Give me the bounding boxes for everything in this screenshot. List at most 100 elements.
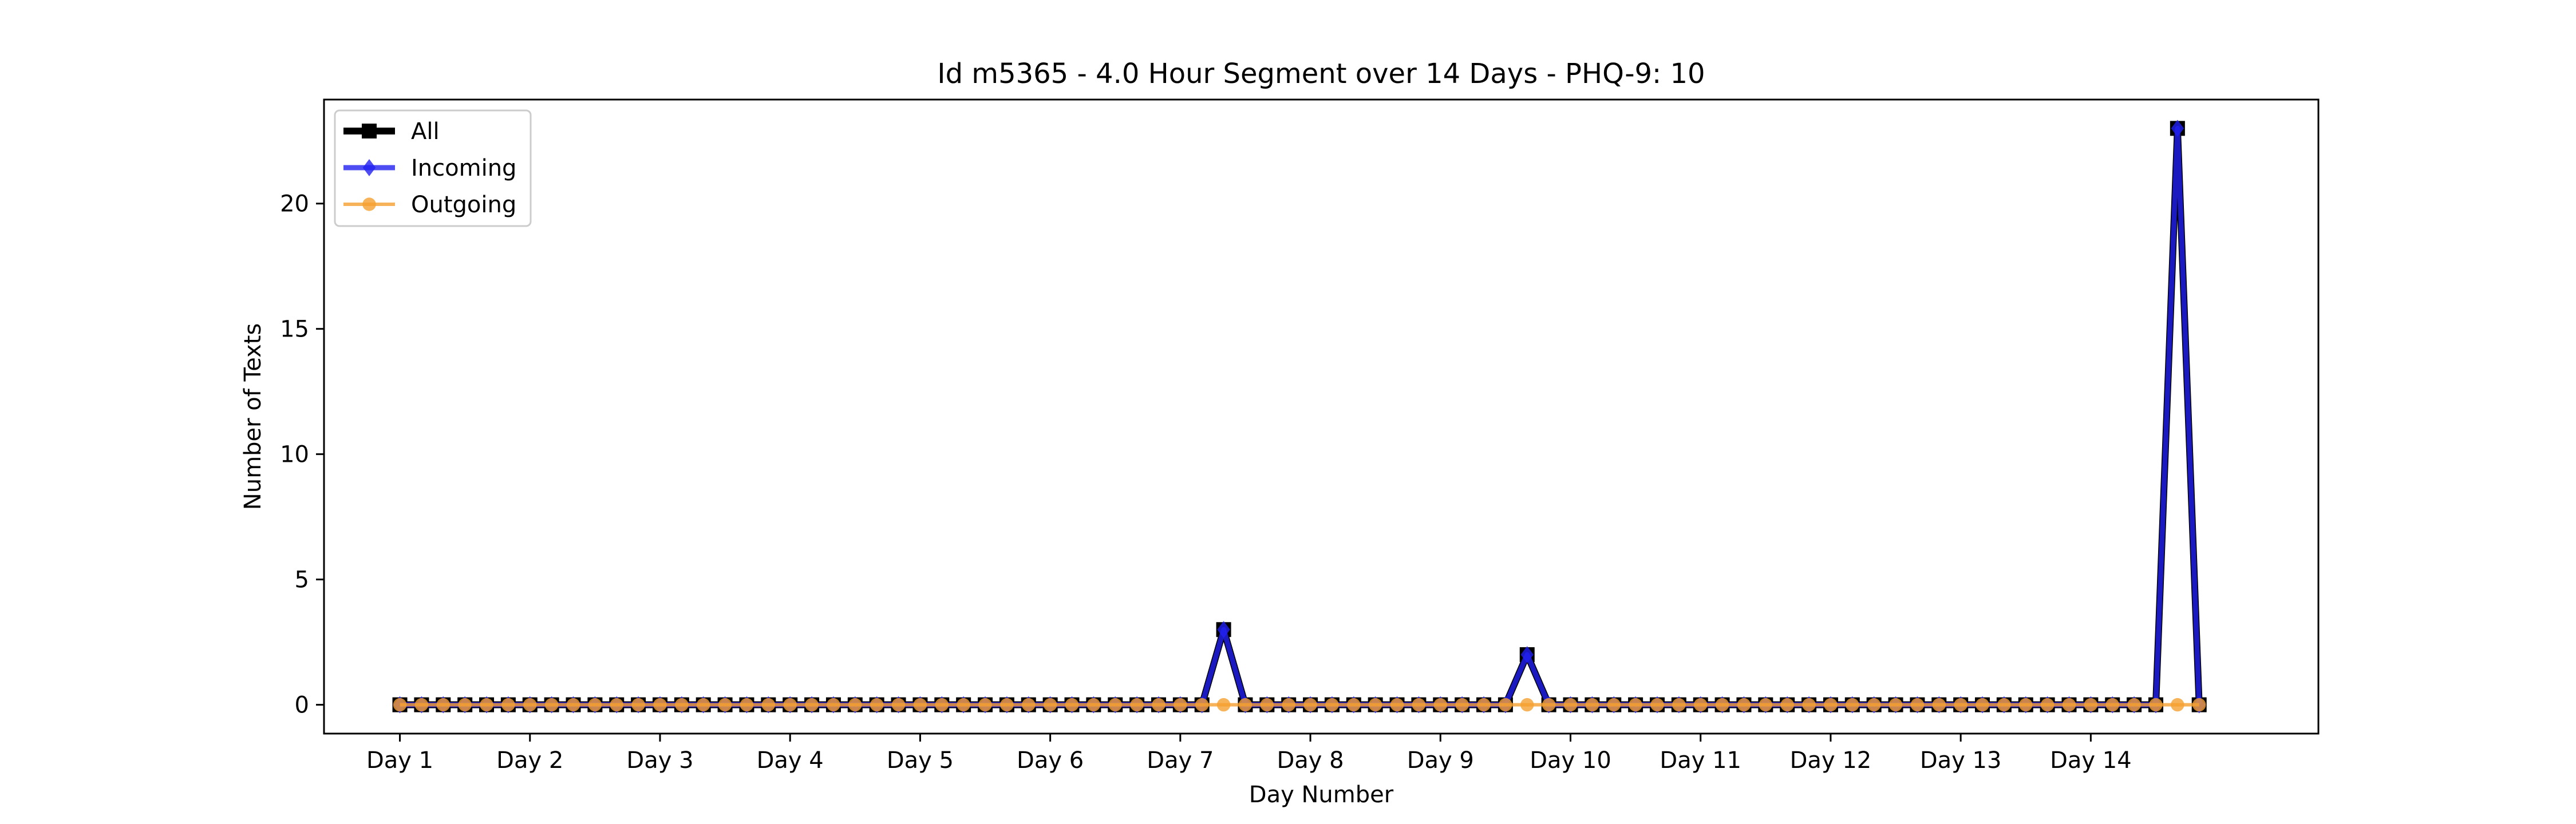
legend-all-label: All <box>411 118 440 145</box>
x-tick-label: Day 10 <box>1530 747 1611 774</box>
outgoing-point <box>1433 698 1447 712</box>
outgoing-point <box>458 698 472 712</box>
outgoing-point <box>978 698 992 712</box>
outgoing-point <box>2171 698 2184 712</box>
outgoing-point <box>2149 698 2163 712</box>
x-tick-label: Day 8 <box>1277 747 1344 774</box>
outgoing-point <box>2127 698 2141 712</box>
series-layer <box>392 120 2207 714</box>
outgoing-point <box>1108 698 1122 712</box>
outgoing-point <box>1043 698 1057 712</box>
x-tick-label: Day 5 <box>887 747 954 774</box>
outgoing-point <box>1997 698 2011 712</box>
outgoing-point <box>1563 698 1578 712</box>
x-tick-label: Day 11 <box>1660 747 1741 774</box>
outgoing-point <box>1325 698 1339 712</box>
outgoing-point <box>2192 698 2206 712</box>
legend-all-marker <box>362 124 377 138</box>
outgoing-point <box>2062 698 2076 712</box>
outgoing-point <box>2040 698 2055 712</box>
incoming-point <box>1520 646 1534 663</box>
outgoing-point <box>1390 698 1404 712</box>
outgoing-point <box>891 698 906 712</box>
x-tick-label: Day 14 <box>2050 747 2132 774</box>
outgoing-point <box>1802 698 1816 712</box>
outgoing-point <box>1303 698 1317 712</box>
incoming-point <box>1217 621 1230 639</box>
outgoing-point <box>610 698 623 712</box>
outgoing-point <box>2019 698 2033 712</box>
outgoing-point <box>1455 698 1469 712</box>
outgoing-point <box>1650 698 1664 712</box>
legend-incoming-label: Incoming <box>411 155 516 181</box>
outgoing-point <box>1759 698 1773 712</box>
outgoing-point <box>2105 698 2119 712</box>
outgoing-point <box>1694 698 1708 712</box>
outgoing-point <box>1932 698 1946 712</box>
x-tick-label: Day 7 <box>1147 747 1214 774</box>
outgoing-point <box>1347 698 1361 712</box>
outgoing-point <box>2084 698 2098 712</box>
plot-frame <box>323 98 2320 735</box>
outgoing-point <box>870 698 884 712</box>
outgoing-point <box>1022 698 1036 712</box>
outgoing-point <box>1715 698 1729 712</box>
outgoing-point <box>1282 698 1295 712</box>
outgoing-point <box>1238 698 1253 712</box>
outgoing-point <box>544 698 559 712</box>
y-tick-label: 5 <box>295 567 309 593</box>
x-tick-label: Day 12 <box>1790 747 1872 774</box>
outgoing-point <box>501 698 515 712</box>
outgoing-point <box>588 698 602 712</box>
outgoing-point <box>1368 698 1382 712</box>
outgoing-point <box>1174 698 1187 712</box>
outgoing-point <box>1737 698 1751 712</box>
outgoing-point <box>1585 698 1599 712</box>
outgoing-point <box>935 698 949 712</box>
outgoing-point <box>1607 698 1621 712</box>
outgoing-point <box>1412 698 1426 712</box>
outgoing-point <box>1867 698 1881 712</box>
x-tick-label: Day 1 <box>366 747 433 774</box>
outgoing-point <box>1000 698 1014 712</box>
outgoing-point <box>1152 698 1165 712</box>
outgoing-point <box>675 698 689 712</box>
outgoing-point <box>1888 698 1903 712</box>
outgoing-point <box>913 698 927 712</box>
chart-title: Id m5365 - 4.0 Hour Segment over 14 Days… <box>937 58 1705 90</box>
x-tick-label: Day 4 <box>757 747 824 774</box>
legend-incoming-marker <box>362 159 376 176</box>
outgoing-point <box>1846 698 1859 712</box>
x-tick-label: Day 3 <box>626 747 693 774</box>
outgoing-point <box>1499 698 1512 712</box>
legend-outgoing-label: Outgoing <box>411 192 516 218</box>
outgoing-point <box>1542 698 1556 712</box>
legend-box <box>334 109 532 227</box>
outgoing-point <box>1954 698 1967 712</box>
outgoing-point <box>1976 698 1989 712</box>
x-axis-label: Day Number <box>1249 782 1394 808</box>
outgoing-point <box>697 698 710 712</box>
y-tick-label: 10 <box>280 442 309 468</box>
outgoing-point <box>718 698 732 712</box>
outgoing-point <box>1477 698 1491 712</box>
outgoing-point <box>740 698 754 712</box>
outgoing-point <box>957 698 970 712</box>
outgoing-point <box>1130 698 1144 712</box>
y-tick-label: 0 <box>295 692 309 719</box>
outgoing-point <box>1216 698 1231 712</box>
outgoing-point <box>1672 698 1686 712</box>
x-tick-label: Day 6 <box>1017 747 1084 774</box>
outgoing-point <box>805 698 819 712</box>
outgoing-series <box>393 698 2206 712</box>
y-tick-label: 20 <box>280 191 309 217</box>
outgoing-point <box>436 698 450 712</box>
outgoing-point <box>1086 698 1101 712</box>
x-tick-label: Day 2 <box>496 747 563 774</box>
outgoing-point <box>393 698 407 712</box>
outgoing-point <box>653 698 667 712</box>
legend: All Incoming Outgoing <box>334 109 532 227</box>
outgoing-point <box>1629 698 1642 712</box>
